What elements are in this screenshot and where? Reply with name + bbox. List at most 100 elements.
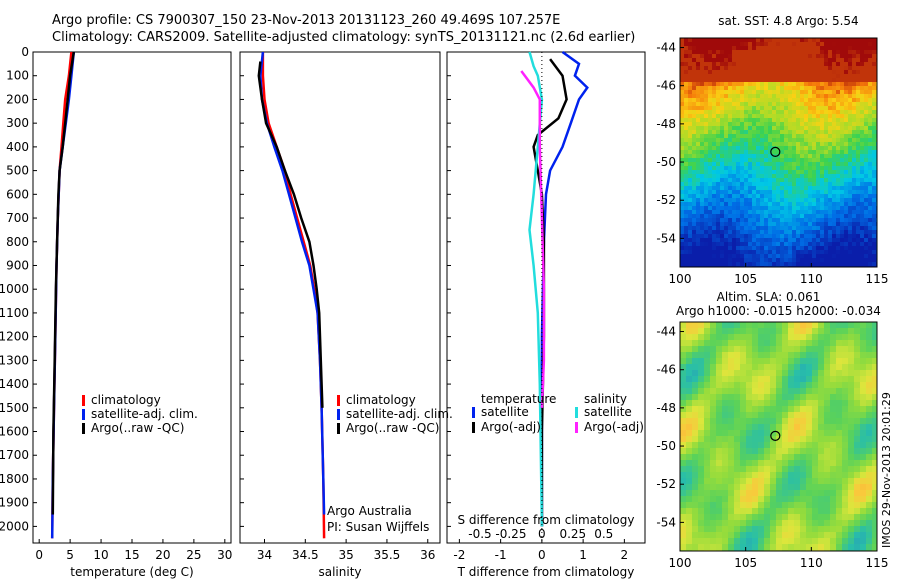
annotation-line: PI: Susan Wijffels	[327, 520, 429, 534]
x-tick-label: 10	[93, 548, 108, 562]
legend-label: climatology	[91, 393, 161, 407]
legend-swatch	[575, 422, 578, 433]
argo-float-marker	[770, 146, 781, 158]
top-x-tick-label: 0	[538, 527, 546, 541]
top-x-tick-label: -0.25	[495, 527, 526, 541]
legend-swatch	[337, 395, 340, 406]
sla-heatmap-cells	[680, 322, 877, 551]
legend-label: satellite	[584, 405, 632, 419]
annotation-line: Argo Australia	[327, 504, 412, 518]
y-tick-label: 1900	[0, 496, 29, 510]
y-tick-label: 1600	[0, 425, 29, 439]
series-line-argo-raw-qc-	[51, 51, 76, 515]
y-tick-label: -48	[656, 401, 676, 415]
x-tick-label: 1	[579, 548, 587, 562]
y-tick-label: 1800	[0, 472, 29, 486]
y-tick-label: -52	[656, 193, 676, 207]
x-tick-label: 0	[35, 548, 43, 562]
plot-title-line-1: Argo profile: CS 7900307_150 23-Nov-2013…	[52, 13, 561, 28]
x-tick-label: 5	[66, 548, 74, 562]
y-tick-label: -54	[656, 515, 676, 529]
x-tick-label: 25	[186, 548, 201, 562]
legend-swatch	[472, 422, 475, 433]
x-tick-label: -1	[495, 548, 507, 562]
y-tick-label: -50	[656, 155, 676, 169]
sst-heatmap-cells	[680, 38, 877, 267]
x-tick-label: -2	[453, 548, 465, 562]
x-axis-label: temperature (deg C)	[70, 565, 193, 579]
y-tick-label: -52	[656, 477, 676, 491]
y-tick-label: 1200	[0, 330, 29, 344]
x-tick-label: 2	[621, 548, 629, 562]
x-tick-label: 30	[217, 548, 232, 562]
y-tick-label: -44	[656, 325, 676, 339]
top-x-tick-label: 0.5	[594, 527, 613, 541]
legend-swatch	[337, 409, 340, 420]
y-tick-label: 900	[6, 258, 29, 272]
plot-frame-temperature-profile	[32, 51, 232, 544]
y-tick-label: 800	[6, 235, 29, 249]
top-x-axis-label: S difference from climatology	[458, 513, 635, 527]
plot-frame-difference-from-climatology	[446, 51, 646, 544]
y-tick-label: 2000	[0, 519, 29, 533]
x-tick-label: 105	[734, 556, 757, 570]
legend-title: temperature	[481, 392, 556, 406]
x-axis-label: salinity	[318, 565, 361, 579]
x-tick-label: 36	[420, 548, 435, 562]
map-title: Altim. SLA: 0.061	[717, 290, 821, 304]
y-tick-label: 700	[6, 211, 29, 225]
y-tick-label: 600	[6, 187, 29, 201]
legend-label: satellite-adj. clim.	[346, 407, 453, 421]
y-tick-label: 400	[6, 140, 29, 154]
legend-swatch	[82, 423, 85, 434]
legend-label: satellite	[481, 405, 529, 419]
series-line-salinity-satellite	[528, 51, 544, 527]
x-tick-label: 110	[800, 556, 823, 570]
y-tick-label: -50	[656, 439, 676, 453]
y-tick-label: 200	[6, 92, 29, 106]
x-tick-label: 15	[124, 548, 139, 562]
x-tick-label: 115	[866, 556, 889, 570]
y-tick-label: 100	[6, 69, 29, 83]
legend-label: climatology	[346, 393, 416, 407]
x-tick-label: 34	[257, 548, 272, 562]
x-tick-label: 20	[155, 548, 170, 562]
y-tick-label: -48	[656, 117, 676, 131]
y-tick-label: 1100	[0, 306, 29, 320]
legend-title: salinity	[584, 392, 627, 406]
legend-label: satellite-adj. clim.	[91, 407, 198, 421]
top-x-tick-label: -0.5	[468, 527, 491, 541]
x-tick-label: 35	[338, 548, 353, 562]
y-tick-label: 1700	[0, 448, 29, 462]
y-tick-label: 1300	[0, 353, 29, 367]
x-tick-label: 105	[734, 272, 757, 286]
series-line-salinity-argo-adj-	[520, 70, 546, 408]
x-tick-label: 100	[669, 556, 692, 570]
y-tick-label: 0	[21, 45, 29, 59]
argo-float-marker	[770, 430, 781, 442]
y-tick-label: -44	[656, 41, 676, 55]
x-tick-label: 0	[538, 548, 546, 562]
map-title: sat. SST: 4.8 Argo: 5.54	[718, 14, 858, 28]
plot-title-line-2: Climatology: CARS2009. Satellite-adjuste…	[52, 30, 636, 45]
x-axis-label: T difference from climatology	[457, 565, 635, 579]
y-tick-label: 500	[6, 164, 29, 178]
map-frame	[679, 321, 878, 552]
credit-stamp: IMOS 29-Nov-2013 20:01:29	[880, 392, 893, 548]
legend-label: Argo(..raw -QC)	[346, 421, 439, 435]
y-tick-label: 1000	[0, 282, 29, 296]
series-line-argo-raw-qc-	[257, 61, 324, 408]
x-tick-label: 35.5	[374, 548, 401, 562]
legend-label: Argo(-adj)	[584, 420, 644, 434]
y-tick-label: 1400	[0, 377, 29, 391]
legend-label: Argo(-adj)	[481, 420, 541, 434]
y-tick-label: 1500	[0, 401, 29, 415]
legend-swatch	[472, 407, 475, 418]
y-tick-label: -46	[656, 363, 676, 377]
legend-label: Argo(..raw -QC)	[91, 421, 184, 435]
legend-swatch	[575, 407, 578, 418]
legend-swatch	[82, 409, 85, 420]
x-tick-label: 115	[866, 272, 889, 286]
y-tick-label: 300	[6, 116, 29, 130]
